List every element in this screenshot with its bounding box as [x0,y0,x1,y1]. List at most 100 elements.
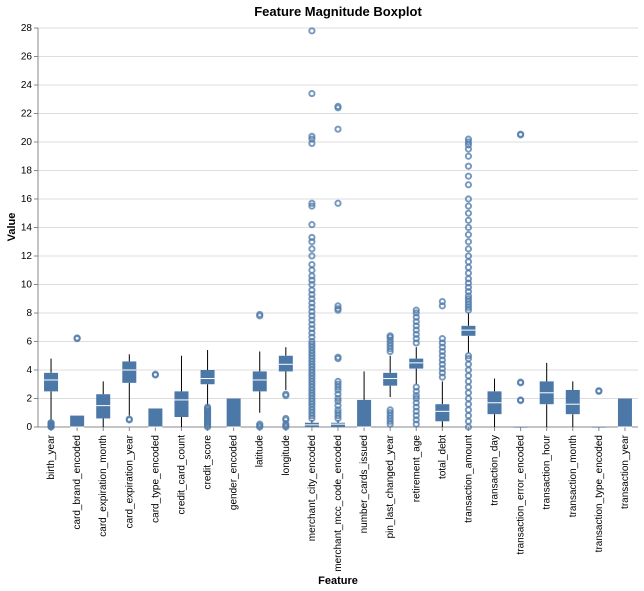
outlier-point [334,353,342,361]
box-number-cards-issued [357,371,372,428]
outlier-point [464,400,473,408]
x-tick-label: merchant_mcc_code_encoded [333,435,344,572]
outlier-point [386,332,394,340]
outlier-point [308,286,316,294]
box-iqr [252,371,267,392]
outlier-point [308,245,316,253]
outlier-point [464,360,473,368]
outlier-point [464,412,473,420]
box-pin-last-changed-year [383,332,398,428]
outlier-point [464,269,473,277]
box-iqr [357,399,372,427]
box-gender-encoded [226,398,241,428]
x-tick-label: birth_year [46,434,57,479]
x-tick-label: retirement_age [411,435,422,503]
box-iqr [331,422,345,427]
outlier-point [282,390,290,398]
outlier-point [151,370,159,378]
outlier-point [386,409,394,417]
box-transaction-day [487,378,502,427]
box-transaction-hour [539,362,554,427]
x-tick-label: pin_last_changed_year [385,434,396,538]
box-merchant-mcc-code-encoded [331,102,345,427]
x-tick-label: transaction_error_encoded [516,435,527,555]
box-iqr [591,427,606,428]
box-longitude [278,347,293,431]
outlier-point [308,89,316,98]
y-tick-label: 18 [21,166,33,177]
outlier-point [386,406,394,414]
outlier-point [334,380,342,388]
outlier-point [308,132,316,140]
outlier-point [464,216,473,224]
box-iqr [226,398,241,427]
box-iqr [617,398,632,427]
box-total-debt [435,298,450,427]
outlier-point [308,202,316,210]
outlier-point [412,383,420,391]
outlier-point [308,272,316,280]
outlier-point [308,233,316,242]
y-tick-label: 28 [21,23,33,34]
outlier-point [464,245,473,253]
box-iqr [96,394,111,419]
box-transaction-year [617,398,632,428]
box-transaction-error-encoded [513,130,528,428]
outlier-point [464,209,473,217]
outlier-point [334,305,342,313]
y-tick-label: 2 [26,394,32,405]
outlier-point [464,138,473,146]
y-tick-label: 0 [26,422,32,433]
x-tick-label: card_brand_encoded [72,435,83,530]
x-tick-label: card_expiration_year [124,434,135,528]
box-iqr [122,361,137,383]
outlier-point [438,298,446,306]
outlier-point [308,221,316,229]
box-card-expiration-year [122,354,137,424]
x-tick-label: transaction_day [490,435,501,506]
outlier-point [464,352,473,360]
outlier-point [464,238,473,246]
y-tick-label: 4 [26,365,32,376]
x-tick-label: number_cards_issued [359,435,370,533]
box-iqr [278,355,293,372]
y-tick-label: 24 [21,80,33,91]
plot-area [44,27,632,431]
outlier-point [308,199,316,207]
box-transaction-amount [461,135,476,431]
outlier-point [464,275,473,283]
box-credit-card-count [174,355,189,427]
box-merchant-city-encoded [304,27,319,427]
outlier-point [464,389,473,397]
box-iqr [461,325,476,336]
x-tick-label: transaction_type_encoded [594,435,605,552]
outlier-point [308,340,316,348]
box-iqr [383,372,398,386]
box-latitude [252,310,267,431]
outlier-point [334,377,342,385]
outlier-point [47,419,55,427]
y-tick-label: 20 [21,137,33,148]
outlier-point [464,223,473,232]
x-tick-label: card_expiration_month [98,435,109,537]
outlier-point [464,195,473,203]
x-tick-label: card_type_encoded [150,435,161,523]
outlier-point [464,202,473,210]
outlier-point [412,306,420,314]
outlier-point [308,27,316,35]
outlier-point [464,295,473,303]
y-tick-label: 12 [21,251,33,262]
outlier-point [464,135,473,143]
x-tick-label: longitude [281,435,292,476]
outlier-point [464,377,473,385]
outlier-point [334,125,342,133]
y-axis-title: Value [6,213,18,242]
outlier-point [464,162,473,170]
y-tick-label: 16 [21,194,33,205]
x-tick-label: merchant_city_encoded [307,435,318,541]
outlier-point [464,263,473,271]
outlier-point [308,266,316,274]
box-iqr [70,415,85,427]
